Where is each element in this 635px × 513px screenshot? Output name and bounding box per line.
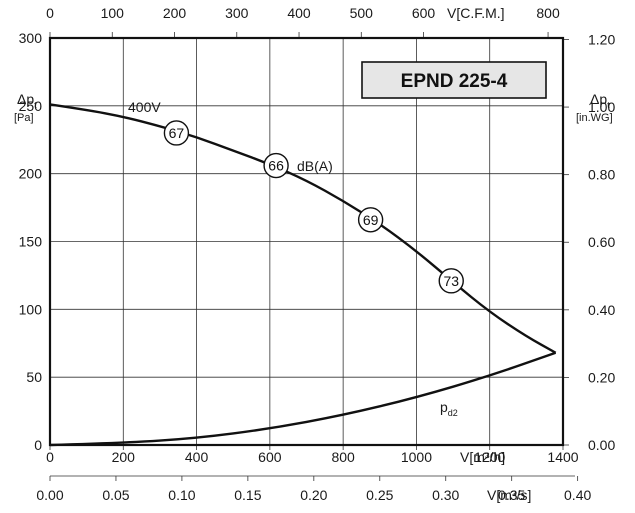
y-left-tick-label: 200	[19, 166, 43, 182]
y-left-tick-label: 300	[19, 30, 43, 46]
x-secondary-tick-label: 0.25	[366, 487, 393, 503]
x-top-tick-label: 200	[163, 5, 187, 21]
x-secondary-tick-label: 0.05	[102, 487, 129, 503]
y-right-tick-label: 0.20	[588, 369, 615, 385]
x-secondary-tick-label: 0.35	[498, 487, 525, 503]
x-top-label: V[C.F.M.]	[447, 5, 505, 21]
y-right-tick-label: 1.20	[588, 31, 615, 47]
voltage-label: 400V	[128, 99, 161, 115]
series-line-pd2	[49, 351, 557, 447]
sound-level-value: 69	[363, 212, 379, 228]
sound-level-value: 73	[443, 273, 459, 289]
x-secondary-tick-label: 0.00	[36, 487, 63, 503]
sound-level-markers: 67 66 69 73	[163, 120, 464, 294]
sound-unit-label: dB(A)	[297, 158, 333, 174]
series-line-400V	[49, 103, 557, 354]
sound-level-circle	[357, 207, 384, 233]
chart-title-box: EPND 225-4	[361, 61, 547, 99]
x-top-tick-label: 300	[225, 5, 249, 21]
y-right-tick-label: 0.60	[588, 234, 615, 250]
sound-level-value: 67	[169, 125, 185, 141]
y-left-label: Δpt	[17, 91, 37, 110]
tick-labels: 0 200 400 600 800 1000 1200 1400050100150200250…	[19, 5, 616, 503]
x-primary-tick-label: 600	[258, 449, 282, 465]
x-top-tick-label: 400	[287, 5, 311, 21]
y-left-unit: [Pa]	[14, 112, 34, 124]
x-primary-label: V[m³/h]	[460, 449, 505, 465]
sound-level-marker: 66	[263, 152, 289, 179]
y-right-tick-label: 1.00	[588, 99, 615, 115]
y-right-label: Δpt	[590, 91, 610, 110]
x-top-tick-label: 0	[46, 5, 54, 21]
sound-level-marker: 69	[357, 207, 384, 233]
x-secondary-tick-label: 0.40	[564, 487, 591, 503]
sound-level-circle	[438, 268, 464, 294]
x-primary-tick-label: 800	[331, 449, 355, 465]
curves	[49, 103, 557, 447]
x-secondary-tick-label: 0.15	[234, 487, 261, 503]
y-left-tick-label: 50	[26, 369, 42, 385]
x-top-tick-label: 800	[536, 5, 560, 21]
sound-level-marker: 67	[163, 120, 190, 146]
sound-level-marker: 73	[438, 268, 464, 294]
x-secondary-tick-label: 0.20	[300, 487, 327, 503]
sound-level-value: 66	[268, 158, 284, 174]
y-left-tick-label: 150	[19, 234, 43, 250]
plot-frame	[48, 36, 565, 447]
x-secondary-tick-label: 0.30	[432, 487, 459, 503]
x-secondary-tick-label: 0.10	[168, 487, 195, 503]
x-primary-tick-label: 200	[112, 449, 136, 465]
x-primary-tick-label: 1200	[474, 449, 505, 465]
y-right-unit: [in.WG]	[576, 112, 613, 124]
x-top-tick-label: 600	[412, 5, 436, 21]
chart-title: EPND 225-4	[401, 71, 508, 92]
y-left-tick-label: 0	[34, 437, 42, 453]
x-secondary-label: V[m³/s]	[487, 487, 531, 503]
x-top-tick-label: 100	[101, 5, 125, 21]
x-primary-tick-label: 1000	[401, 449, 432, 465]
y-left-tick-label: 250	[19, 98, 43, 114]
y-right-tick-label: 0.00	[588, 437, 615, 453]
x-primary-tick-label: 0	[46, 449, 54, 465]
y-left-tick-label: 100	[19, 301, 43, 317]
sound-level-circle	[163, 120, 190, 146]
pd-label: pd2	[440, 399, 458, 418]
x-primary-tick-label: 1400	[547, 449, 578, 465]
y-right-tick-label: 0.40	[588, 302, 615, 318]
sound-level-circle	[263, 152, 289, 179]
y-right-tick-label: 0.80	[588, 167, 615, 183]
x-top-tick-label: 500	[350, 5, 374, 21]
x-primary-tick-label: 400	[185, 449, 209, 465]
